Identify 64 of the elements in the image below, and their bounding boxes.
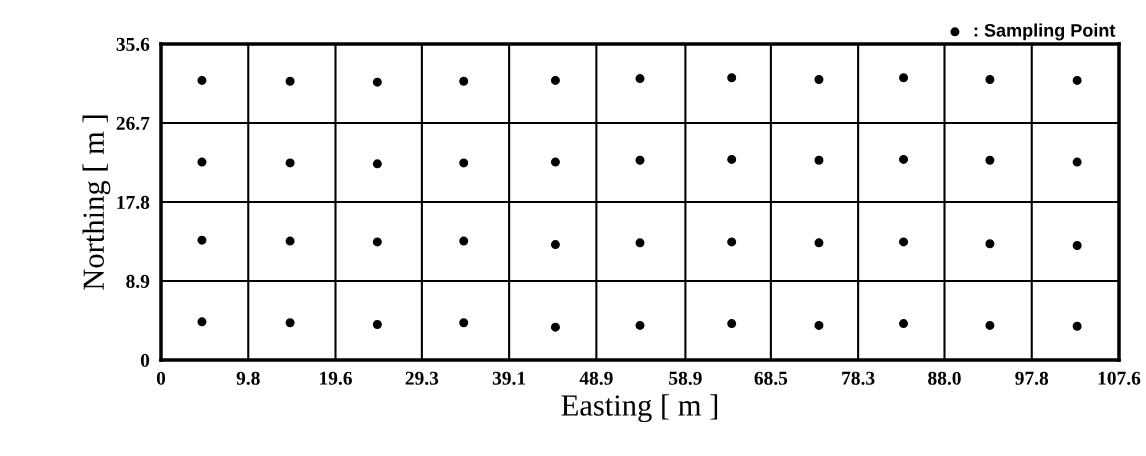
- x-tick-label: 68.5: [754, 371, 788, 385]
- point: [727, 319, 737, 329]
- point: [459, 76, 469, 86]
- point: [814, 75, 824, 85]
- point: [635, 74, 645, 84]
- point: [459, 158, 469, 168]
- x-tick-label: 78.3: [842, 371, 875, 385]
- point: [372, 159, 382, 169]
- point: [814, 238, 824, 248]
- point: [985, 320, 995, 330]
- point: [285, 158, 295, 168]
- point: [550, 157, 560, 167]
- point: [899, 319, 909, 329]
- x-tick-label: 107.6: [1098, 371, 1141, 385]
- x-axis-title: Easting [ m ]: [561, 394, 718, 423]
- y-tick-label: 35.6: [116, 37, 150, 52]
- point: [635, 238, 645, 248]
- point: [635, 155, 645, 165]
- point: [985, 75, 995, 85]
- legend-label: : Sampling Point: [974, 23, 1116, 41]
- point: [727, 154, 737, 164]
- point: [814, 155, 824, 165]
- point: [1072, 321, 1082, 331]
- x-tick-label: 88.0: [928, 371, 961, 385]
- y-axis-title: Northing [ m ]: [82, 115, 111, 290]
- point: [372, 319, 382, 329]
- point: [727, 73, 737, 83]
- point: [550, 240, 560, 250]
- x-tick-label: 58.9: [669, 371, 702, 385]
- y-tick-label: 8.9: [126, 274, 150, 289]
- x-tick-label: 97.8: [1015, 371, 1049, 385]
- point: [899, 154, 909, 164]
- point: [1072, 75, 1082, 85]
- y-tick-label: 0: [140, 353, 150, 367]
- point: [550, 322, 560, 332]
- point: [459, 236, 469, 246]
- point: [814, 320, 824, 330]
- point: [1072, 157, 1082, 167]
- point: [899, 73, 909, 83]
- point: [985, 239, 995, 249]
- point: [285, 236, 295, 246]
- point: [727, 237, 737, 247]
- point: [197, 235, 207, 245]
- y-tick-label: 26.7: [116, 116, 150, 131]
- x-tick-label: 9.8: [236, 371, 260, 385]
- point: [635, 320, 645, 330]
- x-tick-label: 39.1: [492, 371, 526, 385]
- y-tick-label: 17.8: [117, 195, 150, 210]
- x-tick-label: 0: [156, 371, 166, 385]
- point: [372, 237, 382, 247]
- x-tick-label: 19.6: [320, 371, 352, 385]
- point: [372, 77, 382, 87]
- point: [899, 237, 909, 247]
- point: [1072, 240, 1082, 250]
- point: [985, 155, 995, 165]
- point: [550, 75, 560, 85]
- x-tick-label: 29.3: [405, 371, 439, 385]
- point: [459, 318, 469, 328]
- point: [197, 157, 207, 167]
- point: [285, 76, 295, 86]
- point: [197, 317, 207, 327]
- point: [197, 75, 207, 85]
- x-tick-label: 48.9: [579, 371, 613, 385]
- point: [285, 318, 295, 328]
